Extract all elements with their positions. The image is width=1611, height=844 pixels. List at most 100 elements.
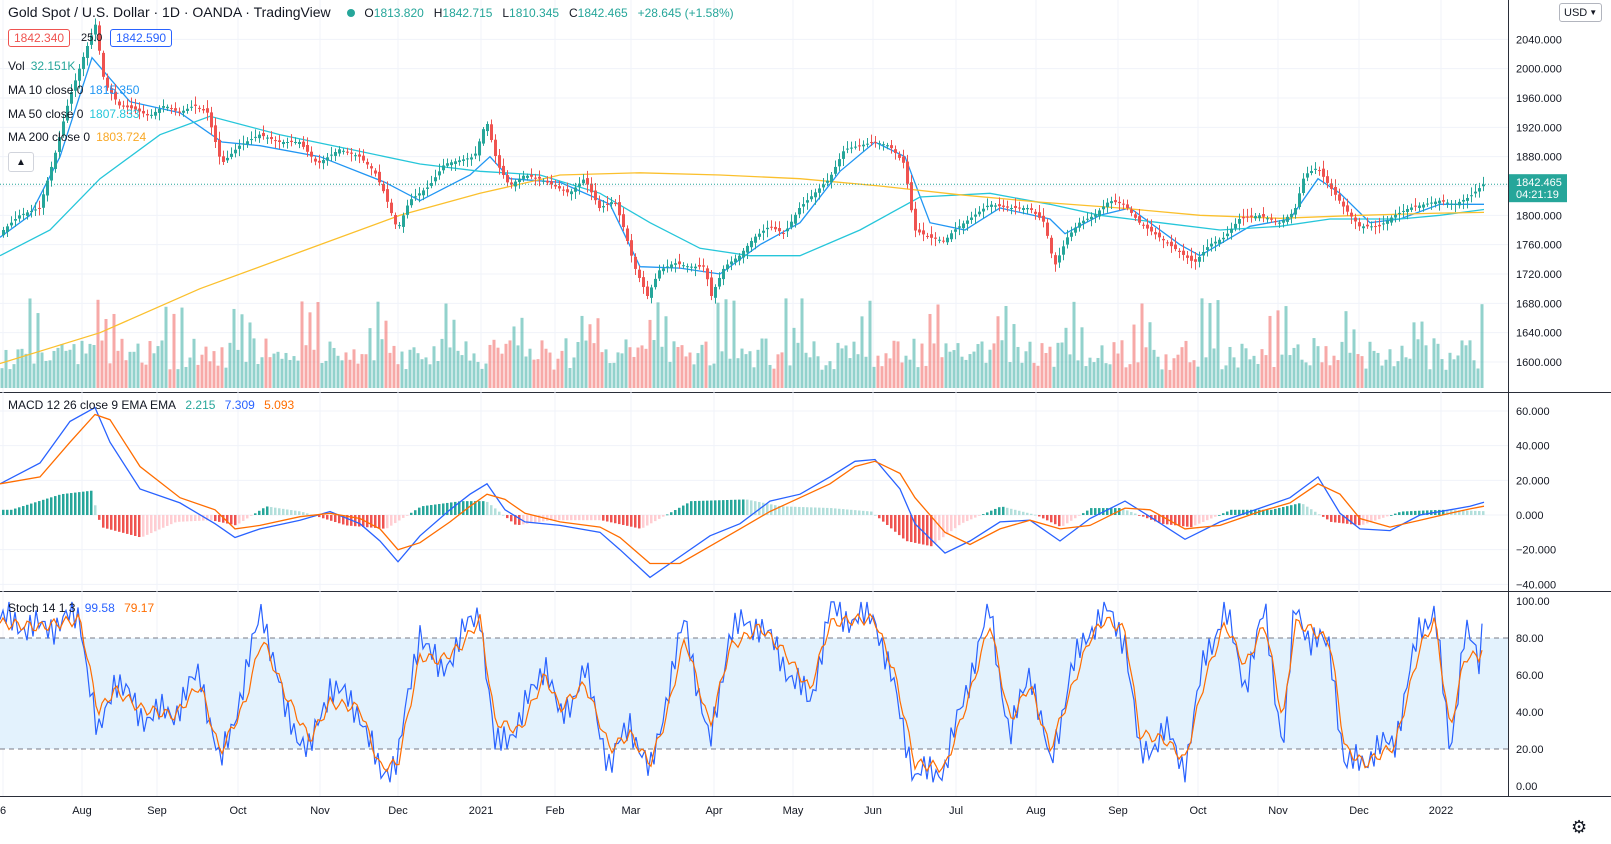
collapse-legend-button[interactable]: ▲ <box>8 152 34 172</box>
candle-body <box>1318 170 1321 172</box>
macd-histogram-bar <box>910 515 913 543</box>
macd-histogram-bar <box>946 515 949 535</box>
volume-bar <box>1396 361 1400 388</box>
candle-body <box>1462 199 1465 202</box>
volume-bar <box>868 300 872 388</box>
macd-histogram-bar <box>1294 504 1297 515</box>
candle-body <box>162 106 165 108</box>
volume-bar <box>412 347 416 388</box>
volume-bar <box>280 358 284 388</box>
macd-histogram-bar <box>390 515 393 526</box>
macd-histogram-bar <box>498 511 501 515</box>
volume-bar <box>368 328 372 388</box>
volume-bar <box>248 322 252 388</box>
volume-bar <box>128 351 132 388</box>
macd-histogram-bar <box>118 515 121 532</box>
macd-histogram-bar <box>150 515 153 534</box>
candle-body <box>1098 210 1101 217</box>
candle-body <box>1018 207 1021 209</box>
volume-bar <box>240 314 244 388</box>
candle-body <box>662 268 665 272</box>
volume-bar <box>756 349 760 388</box>
macd-histogram-bar <box>890 515 893 529</box>
macd-line <box>0 406 1485 579</box>
volume-bar <box>1340 341 1344 388</box>
macd-histogram-bar <box>1006 507 1009 515</box>
volume-bar <box>580 315 584 388</box>
volume-bar <box>1132 324 1136 388</box>
macd-histogram-bar <box>830 508 833 515</box>
macd-histogram-bar <box>262 508 265 515</box>
price-tick-label: 1920.000 <box>1516 122 1562 134</box>
macd-histogram-bar <box>790 506 793 515</box>
gear-icon[interactable]: ⚙ <box>1571 817 1588 837</box>
candle-body <box>722 268 725 280</box>
time-tick-label: Aug <box>72 805 92 817</box>
volume-bar <box>904 355 908 388</box>
macd-histogram-bar <box>234 515 237 526</box>
candle-body <box>466 158 469 160</box>
volume-bar <box>892 340 896 388</box>
volume-bar <box>608 363 612 388</box>
volume-bar <box>236 349 240 388</box>
volume-bar <box>752 367 756 388</box>
candle-body <box>910 182 913 211</box>
candle-body <box>226 157 229 161</box>
candle-body <box>1314 168 1317 170</box>
macd-histogram-bar <box>490 505 493 515</box>
volume-bar <box>748 351 752 388</box>
candle-body <box>1346 205 1349 212</box>
macd-histogram-bar <box>318 515 321 518</box>
macd-histogram-bar <box>42 499 45 515</box>
candle-body <box>146 113 149 116</box>
macd-histogram-bar <box>514 515 517 525</box>
candle-body <box>354 155 357 157</box>
macd-histogram-bar <box>642 515 645 528</box>
volume-bar <box>1136 362 1140 388</box>
macd-histogram-bar <box>618 515 621 525</box>
candle-body <box>1002 205 1005 207</box>
candle-body <box>610 202 613 205</box>
volume-bar <box>860 316 864 388</box>
macd-histogram-bar <box>418 507 421 515</box>
volume-bar <box>528 348 532 388</box>
macd-histogram-bar <box>410 512 413 515</box>
macd-histogram-bar <box>158 515 161 530</box>
volume-bar <box>360 354 364 388</box>
volume-bar <box>256 363 260 388</box>
volume-bar <box>1280 354 1284 388</box>
volume-bar <box>1360 356 1364 388</box>
macd-histogram-bar <box>358 515 361 527</box>
macd-histogram-bar <box>126 515 129 534</box>
macd-histogram-bar <box>1398 512 1401 515</box>
ask-price-button[interactable]: 1842.590 <box>110 29 173 47</box>
macd-histogram-bar <box>978 515 981 516</box>
candle-body <box>734 258 737 263</box>
candle-body <box>538 176 541 179</box>
candle-body <box>1234 223 1237 229</box>
candle-body <box>234 149 237 154</box>
ma200-legend: MA 200 close 0 1803.724 <box>8 130 147 144</box>
candle-body <box>18 215 21 219</box>
macd-histogram-bar <box>90 490 93 515</box>
volume-bar <box>1056 342 1060 388</box>
macd-histogram-bar <box>958 515 961 526</box>
macd-histogram-bar <box>726 499 729 515</box>
macd-histogram-bar <box>182 515 185 522</box>
macd-histogram-bar <box>546 515 549 521</box>
currency-selector[interactable]: USD ▼ <box>1559 3 1603 22</box>
candle-body <box>1110 201 1113 204</box>
candle-body <box>638 269 641 278</box>
volume-bar <box>348 359 352 388</box>
macd-histogram-bar <box>1318 514 1321 516</box>
candle-body <box>1222 237 1225 240</box>
volume-bar <box>292 356 296 388</box>
macd-histogram-bar <box>698 500 701 515</box>
macd-histogram-bar <box>1206 515 1209 521</box>
candle-body <box>1006 206 1009 208</box>
bid-price-button[interactable]: 1842.340 <box>8 29 71 47</box>
candle-body <box>1134 214 1137 218</box>
volume-bar <box>68 349 72 388</box>
macd-histogram-bar <box>854 510 857 515</box>
